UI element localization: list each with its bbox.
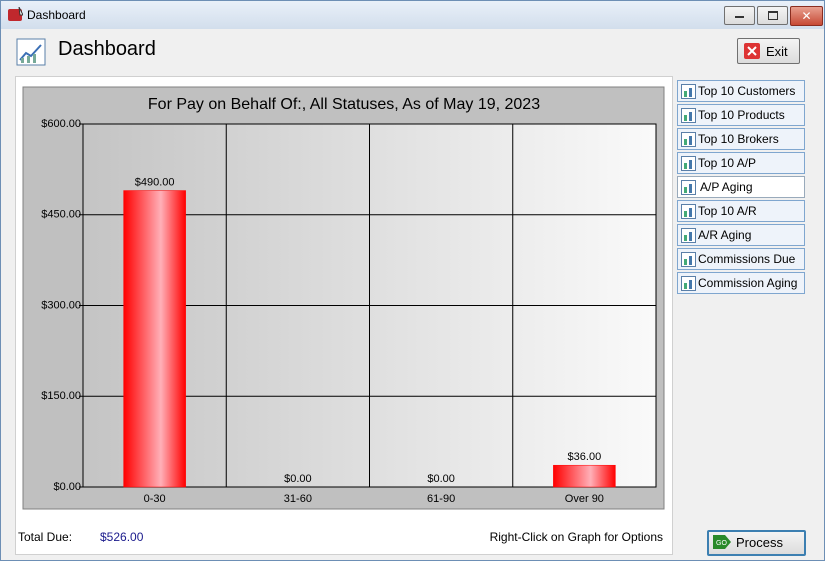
nav-button[interactable]: A/P Aging [677, 176, 805, 198]
nav-label: Commissions Due [698, 252, 796, 266]
process-label: Process [736, 535, 783, 550]
nav-icon [681, 84, 696, 99]
nav-label: A/P Aging [700, 180, 753, 194]
bar [553, 464, 616, 488]
nav-label: Commission Aging [698, 276, 798, 290]
title-bar: Dashboard ✕ [1, 1, 824, 29]
y-tick-label: $150.00 [41, 390, 81, 402]
nav-icon [681, 132, 696, 147]
x-tick-label: 31-60 [284, 493, 312, 505]
x-tick-label: 0-30 [144, 493, 166, 505]
nav-label: Top 10 A/R [698, 204, 757, 218]
nav-label: Top 10 Brokers [698, 132, 779, 146]
bar [123, 190, 186, 488]
nav-button[interactable]: Top 10 Customers [677, 80, 805, 102]
value-label: $490.00 [135, 176, 175, 188]
chart-hint: Right-Click on Graph for Options [489, 530, 663, 544]
nav-button[interactable]: Top 10 A/P [677, 152, 805, 174]
value-label: $0.00 [427, 473, 455, 485]
nav-label: Top 10 Products [698, 108, 785, 122]
app-icon [8, 7, 23, 21]
x-tick-label: 61-90 [427, 493, 455, 505]
minimize-button[interactable] [724, 6, 755, 25]
window-title: Dashboard [27, 8, 86, 22]
nav-button[interactable]: Top 10 Products [677, 104, 805, 126]
y-tick-label: $450.00 [41, 209, 81, 221]
nav-icon [681, 228, 696, 243]
nav-icon [681, 108, 696, 123]
nav-icon [681, 204, 696, 219]
nav-icon [681, 276, 696, 291]
total-value: $526.00 [100, 530, 144, 544]
header-icon [16, 38, 46, 66]
nav-label: Top 10 Customers [698, 84, 796, 98]
page-title: Dashboard [58, 38, 156, 60]
nav-button[interactable]: A/R Aging [677, 224, 805, 246]
nav-label: Top 10 A/P [698, 156, 757, 170]
plot-border [82, 123, 657, 488]
y-tick-label: $300.00 [41, 299, 81, 311]
nav-icon [681, 252, 696, 267]
nav-button[interactable]: Commissions Due [677, 248, 805, 270]
y-tick-label: $0.00 [53, 481, 81, 493]
nav-label: A/R Aging [698, 228, 752, 242]
process-icon: GO [713, 535, 731, 549]
nav-icon [681, 156, 696, 171]
chart-title: For Pay on Behalf Of:, All Statuses, As … [148, 96, 540, 113]
chart: For Pay on Behalf Of:, All Statuses, As … [22, 86, 665, 510]
maximize-button[interactable] [757, 6, 788, 25]
process-button[interactable]: GO Process [707, 530, 806, 556]
value-label: $0.00 [284, 473, 312, 485]
nav-icon [681, 180, 696, 195]
nav-button[interactable]: Commission Aging [677, 272, 805, 294]
nav-button[interactable]: Top 10 Brokers [677, 128, 805, 150]
svg-text:GO: GO [716, 540, 727, 547]
y-tick-label: $600.00 [41, 118, 81, 130]
value-label: $36.00 [568, 451, 602, 463]
exit-label: Exit [766, 44, 788, 59]
exit-button[interactable]: Exit [737, 38, 800, 64]
exit-icon [744, 43, 760, 59]
total-label: Total Due: [18, 530, 73, 544]
close-button[interactable]: ✕ [790, 6, 823, 26]
x-tick-label: Over 90 [565, 493, 604, 505]
nav-button[interactable]: Top 10 A/R [677, 200, 805, 222]
